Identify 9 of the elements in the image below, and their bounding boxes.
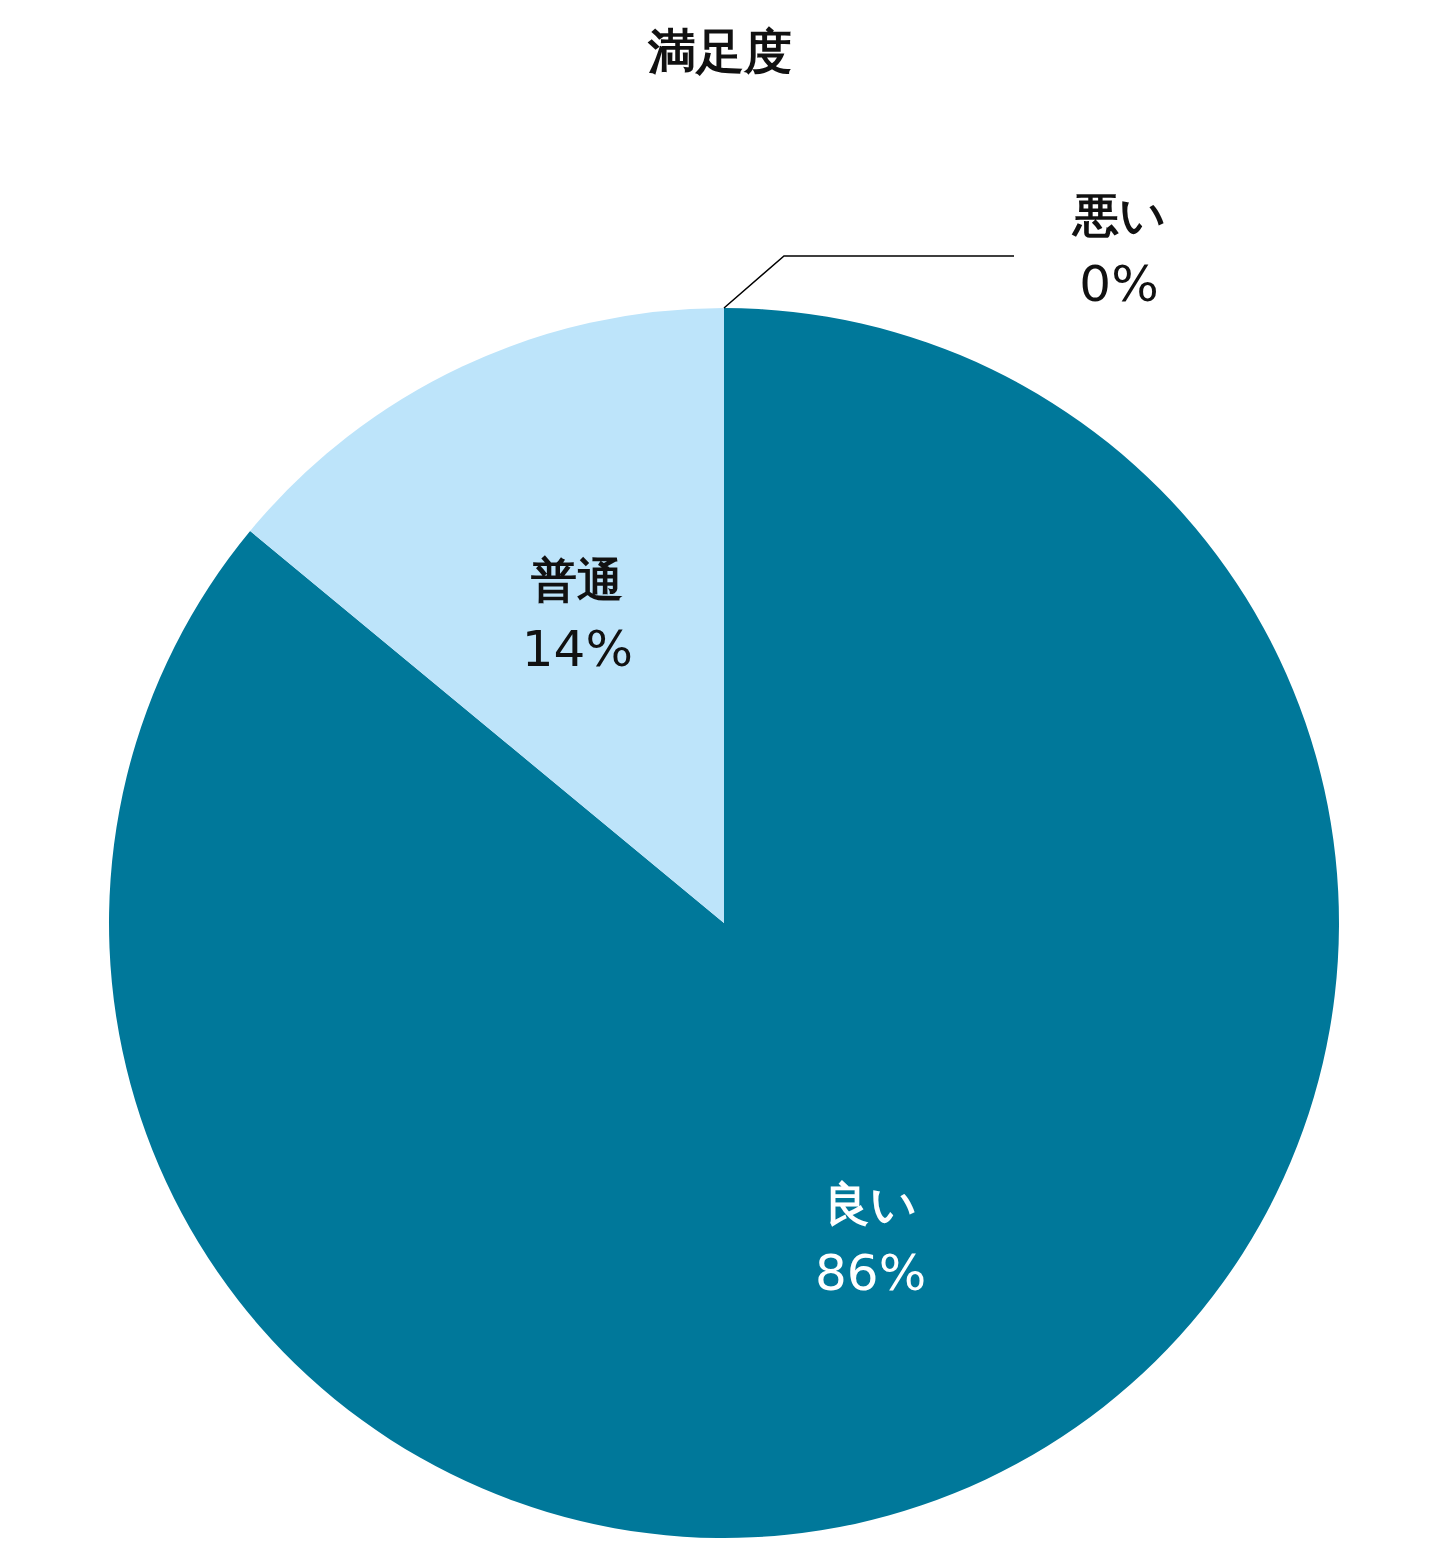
slice-label: 普通 [531, 553, 624, 608]
text: 0% [1079, 255, 1159, 313]
data-label: 86% [815, 1243, 927, 1302]
category-label: 悪い [1072, 188, 1166, 242]
chart-title: 満足度 [647, 22, 793, 81]
pie-slice [109, 308, 1339, 1538]
pie-slice [250, 308, 724, 923]
data-label: 14% [521, 620, 633, 679]
slice-label: 良い [824, 1176, 918, 1231]
